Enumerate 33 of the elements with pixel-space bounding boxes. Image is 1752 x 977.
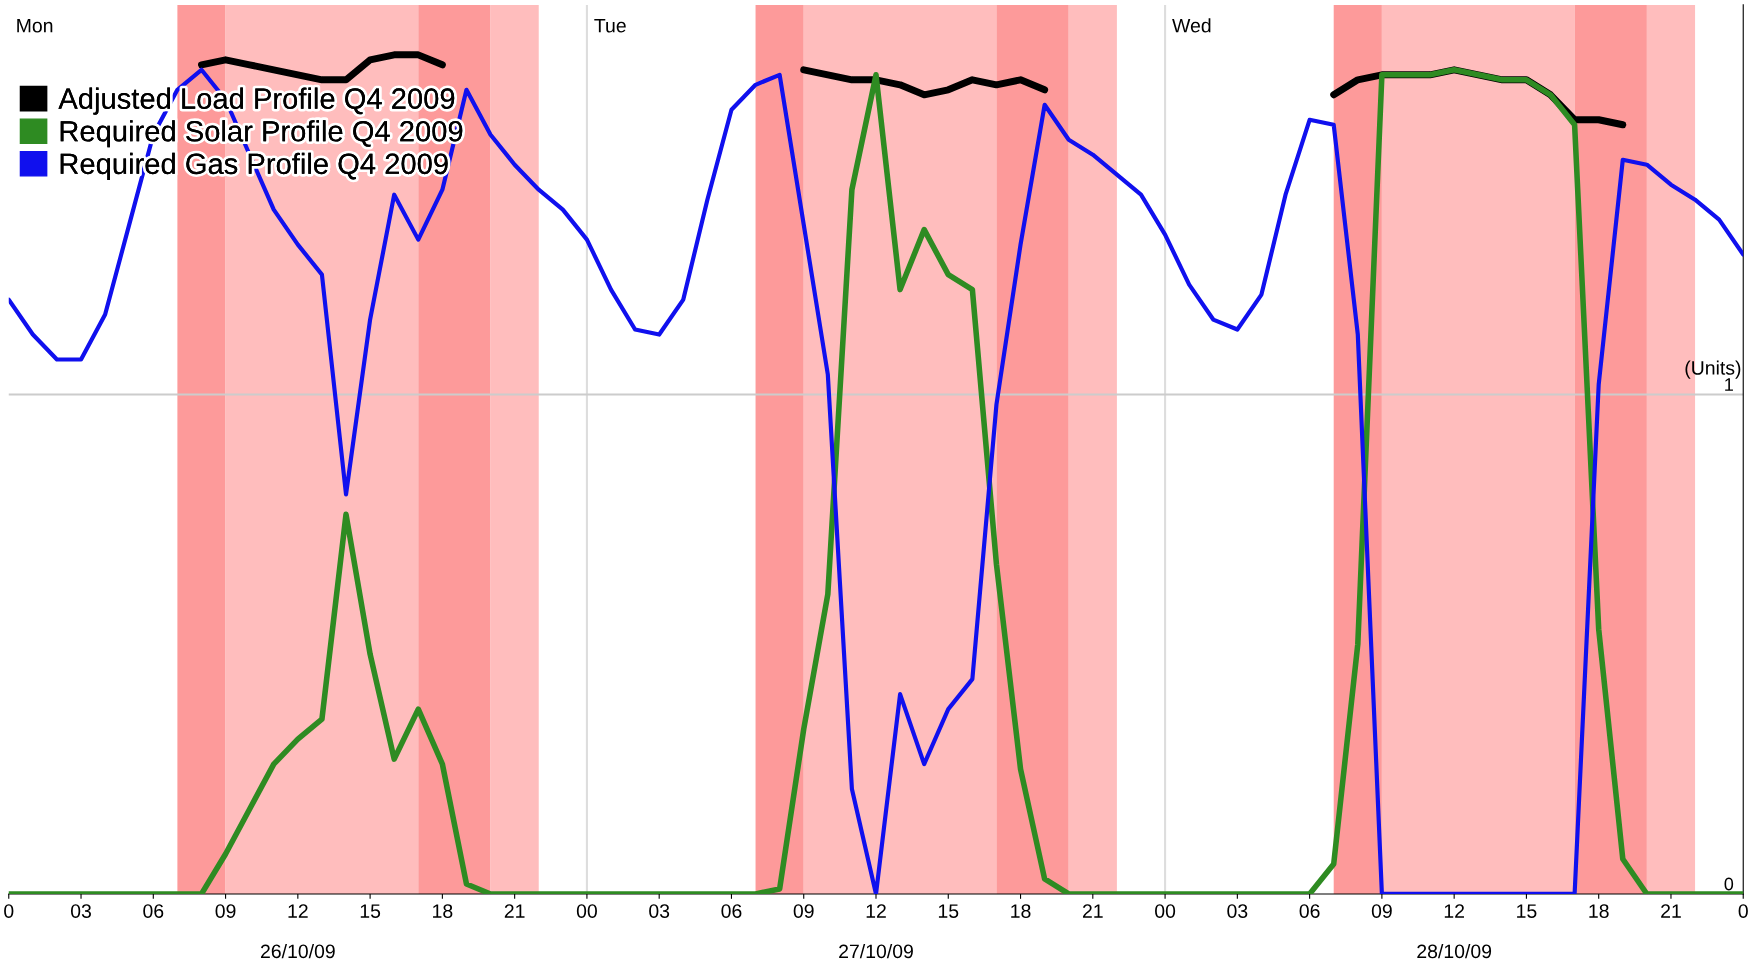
x-tick-label: 21 [504, 904, 525, 918]
x-tick-label: 0 [4, 904, 14, 918]
x-tick-label: 12 [1444, 904, 1464, 918]
x-tick-label: 03 [1227, 904, 1248, 918]
x-tick-label: 18 [1589, 904, 1609, 918]
annotation: Tue [594, 18, 626, 33]
x-tick-label: 18 [433, 904, 453, 918]
x-tick-label: 0 [1738, 904, 1748, 918]
x-tick-label: 21 [1661, 904, 1681, 918]
y-tick-label: 1 [1725, 378, 1733, 391]
x-tick-label: 15 [938, 904, 959, 918]
text: 28/10/09 [1417, 943, 1492, 959]
x-tick-label: 09 [793, 904, 814, 918]
x-tick-label: 09 [215, 904, 236, 918]
text: 27/10/09 [839, 943, 913, 959]
x-tick-label: 03 [649, 904, 670, 918]
x-tick-label: 06 [1299, 904, 1320, 918]
x-tick-label: 06 [721, 904, 742, 918]
x-tick-label: 03 [70, 904, 91, 918]
x-tick-label: 12 [288, 904, 308, 918]
annotation: Wed [1172, 18, 1211, 33]
x-tick-label: 18 [1011, 904, 1031, 918]
x-tick-label: 21 [1082, 904, 1103, 918]
x-tick-label: 00 [576, 904, 597, 918]
x-tick-label: 15 [360, 904, 381, 918]
x-tick-label: 15 [1517, 904, 1537, 918]
x-tick-label: 06 [143, 904, 164, 918]
x-tick-label: 09 [1371, 904, 1392, 918]
y-axis-title: (Units) [1685, 360, 1741, 379]
annotation: Mon [17, 18, 53, 33]
x-tick-label: 00 [1155, 904, 1176, 918]
text: 26/10/09 [260, 943, 335, 959]
x-tick-label: 12 [866, 904, 886, 918]
